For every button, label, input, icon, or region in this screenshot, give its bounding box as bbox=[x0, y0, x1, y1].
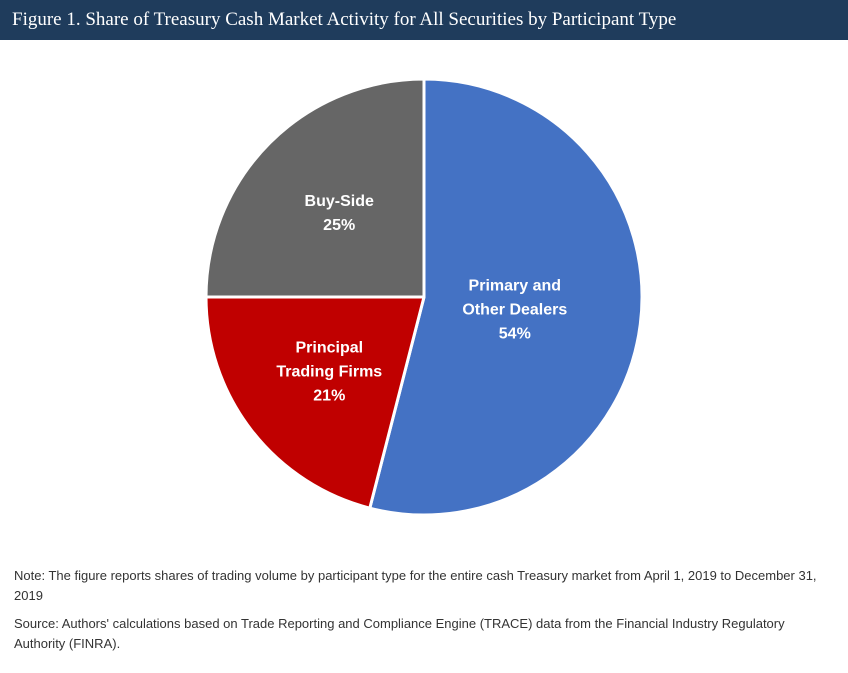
chart-area: Primary and Other Dealers 54% Principal Trad… bbox=[0, 40, 848, 560]
slice-label-2: Buy-Side 25% bbox=[305, 193, 374, 234]
slice-category-label: Principal bbox=[296, 340, 364, 357]
slice-category-label: Primary and bbox=[469, 278, 561, 295]
slice-category-label: Buy-Side bbox=[305, 193, 374, 210]
slice-value-label: 21% bbox=[313, 388, 345, 405]
slice-label-0: Primary and Other Dealers 54% bbox=[462, 278, 567, 343]
note-text: Note: The figure reports shares of tradi… bbox=[14, 568, 817, 603]
slice-value-label: 25% bbox=[323, 217, 355, 234]
figure-title: Figure 1. Share of Treasury Cash Market … bbox=[12, 9, 677, 30]
pie-slice-2 bbox=[204, 77, 426, 299]
slice-category-label: Other Dealers bbox=[462, 302, 567, 319]
slice-value-label: 54% bbox=[499, 326, 531, 343]
pie-slice-1 bbox=[204, 295, 426, 510]
slice-category-label: Trading Firms bbox=[276, 364, 382, 381]
pie-chart: Primary and Other Dealers 54% Principal Trad… bbox=[204, 77, 644, 517]
source-text: Source: Authors' calculations based on T… bbox=[14, 616, 785, 651]
figure-notes: Note: The figure reports shares of tradi… bbox=[14, 566, 838, 662]
pie-slices bbox=[204, 77, 644, 517]
pie-slice-0 bbox=[368, 77, 644, 517]
figure-header: Figure 1. Share of Treasury Cash Market … bbox=[0, 0, 848, 40]
pie-labels: Primary and Other Dealers 54% Principal Trad… bbox=[276, 193, 567, 404]
slice-label-1: Principal Trading Firms 21% bbox=[276, 340, 382, 405]
